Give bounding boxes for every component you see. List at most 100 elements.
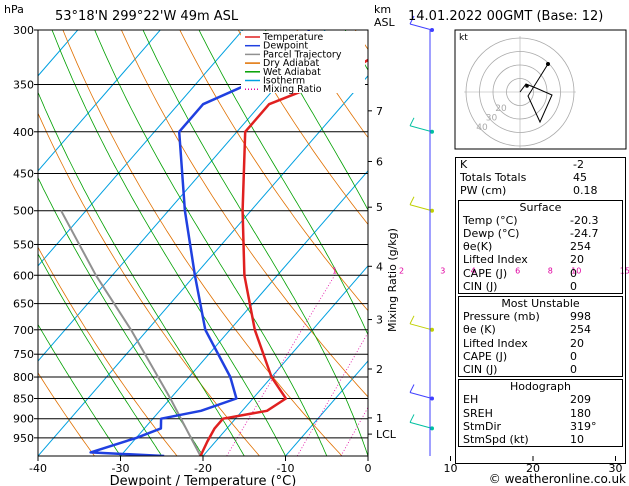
index-label: Totals Totals	[460, 171, 527, 185]
isotherm-line	[38, 30, 161, 172]
most-unstable-label: θe (K)	[463, 323, 496, 337]
most-unstable-value: 998	[570, 310, 591, 324]
legend-entry: Dry Adiabat	[263, 58, 320, 69]
wind-barb	[409, 421, 433, 429]
hodograph-trace	[519, 63, 553, 124]
surface-label: θe(K)	[463, 240, 493, 254]
surface-label: CAPE (J)	[463, 266, 508, 280]
pressure-tick-label: 650	[13, 298, 34, 311]
hodograph-row: StmDir 319°	[459, 420, 622, 433]
index-row: Totals Totals 45	[456, 171, 625, 184]
surface-value: 0	[570, 266, 577, 280]
km-label: km	[374, 3, 391, 16]
km-tick-label: 6	[376, 155, 383, 168]
km-tick-label: 5	[376, 201, 383, 214]
most-unstable-value: 254	[570, 323, 591, 337]
hodograph-ring-label: 40	[476, 123, 488, 133]
dry-adiabat-line	[237, 30, 368, 225]
hodograph-label: StmSpd (kt)	[463, 433, 529, 447]
wind-barb	[409, 204, 433, 212]
index-label: PW (cm)	[460, 184, 507, 198]
wind-barb-dot	[430, 28, 434, 32]
index-label: K	[460, 158, 468, 171]
legend-entry: Dewpoint	[263, 41, 308, 52]
hodograph-unit-label: kt	[459, 33, 468, 43]
most-unstable-label: CAPE (J)	[463, 349, 508, 363]
mixing-ratio-line	[340, 406, 368, 456]
hodograph-row: SREH 180	[459, 407, 622, 420]
temp-tick-label: -10	[277, 462, 295, 475]
pressure-tick-label: 300	[13, 24, 34, 37]
parcel-trajectory-line	[60, 210, 202, 456]
mixing-ratio-line	[226, 275, 336, 456]
legend-entry: Parcel Trajectory	[263, 49, 342, 60]
wind-barb	[409, 392, 433, 399]
hpa-label: hPa	[4, 3, 24, 16]
surface-row: CIN (J) 0	[459, 280, 622, 293]
pressure-tick-label: 350	[13, 79, 34, 92]
asl-label: ASL	[374, 16, 396, 29]
surface-row: Lifted Index 20	[459, 253, 622, 266]
pressure-tick-label: 950	[13, 432, 34, 445]
temp-tick-label: -40	[29, 462, 47, 475]
hodograph-end-dot	[546, 62, 550, 66]
wind-barb-flag	[409, 15, 415, 25]
temp-tick-label: -30	[112, 462, 130, 475]
index-row: PW (cm) 0.18	[456, 184, 625, 197]
km-tick-label: 7	[376, 105, 383, 118]
surface-row: CAPE (J) 0	[459, 267, 622, 280]
hodograph-row: StmSpd (kt) 10	[459, 433, 622, 446]
temp-tick-label: 20	[526, 462, 540, 475]
wind-barb-dot	[430, 426, 434, 431]
most-unstable-value: 20	[570, 336, 584, 350]
legend-entry: Mixing Ratio	[263, 84, 322, 95]
most-unstable-section: Most Unstable Pressure (mb) 998 θe (K) 254 L…	[458, 296, 623, 378]
isotherm-line	[119, 170, 368, 456]
dry-adiabat-line	[62, 30, 343, 456]
km-tick-label: 2	[376, 363, 383, 376]
mixing-ratio-label: 6	[515, 266, 520, 275]
surface-title: Surface	[519, 200, 562, 214]
isotherm-line	[202, 265, 368, 456]
hodograph-value: 319°	[570, 419, 597, 433]
hodograph-ring-label: 20	[495, 104, 507, 114]
surface-label: CIN (J)	[463, 279, 498, 293]
wet-adiabat-line	[38, 323, 121, 456]
dry-adiabat-line	[120, 30, 368, 398]
index-value: 0.18	[573, 184, 598, 198]
legend-entry: Isotherm	[263, 76, 305, 87]
hodograph-row: EH 209	[459, 393, 622, 406]
km-tick-label: 1	[376, 412, 383, 425]
hodograph-label: SREH	[463, 406, 493, 420]
most-unstable-value: 0	[570, 363, 577, 377]
legend-entry: Temperature	[262, 32, 323, 43]
wind-barb	[409, 323, 433, 331]
location-title: 53°18'N 299°22'W 49m ASL	[55, 9, 239, 24]
hodograph-label: StmDir	[463, 419, 502, 433]
dry-adiabat-line	[179, 30, 368, 312]
km-tick-label: 4	[376, 260, 383, 273]
surface-row: Temp (°C) -20.3	[459, 214, 622, 227]
hodograph-table-title: Hodograph	[510, 380, 571, 394]
pressure-tick-label: 750	[13, 348, 34, 361]
hodograph-value: 10	[570, 433, 584, 447]
wind-barb-dot	[430, 129, 434, 134]
surface-section: Surface Temp (°C) -20.3 Dewp (°C) -24.7 θe(K…	[458, 199, 623, 295]
km-tick-label: 3	[376, 314, 383, 327]
index-value: -2	[573, 158, 584, 171]
mixing-ratio-label: 15	[620, 266, 629, 275]
temp-tick-label: 0	[365, 462, 372, 475]
pressure-tick-label: 850	[13, 392, 34, 405]
mixing-ratio-axis-title: Mixing Ratio (g/kg)	[386, 228, 399, 332]
hodograph-value: 209	[570, 393, 591, 407]
hodograph-label: EH	[463, 393, 479, 407]
wind-barb-flag	[409, 196, 415, 205]
x-axis-title: Dewpoint / Temperature (°C)	[110, 474, 297, 486]
mixing-ratio-label: 10	[571, 266, 581, 275]
mixing-ratio-label: 1	[332, 266, 337, 275]
date-title: 14.01.2022 00GMT (Base: 12)	[408, 9, 603, 24]
temp-tick-label: 10	[444, 462, 458, 475]
surface-label: Lifted Index	[463, 253, 528, 267]
temp-tick-label: -20	[194, 462, 212, 475]
